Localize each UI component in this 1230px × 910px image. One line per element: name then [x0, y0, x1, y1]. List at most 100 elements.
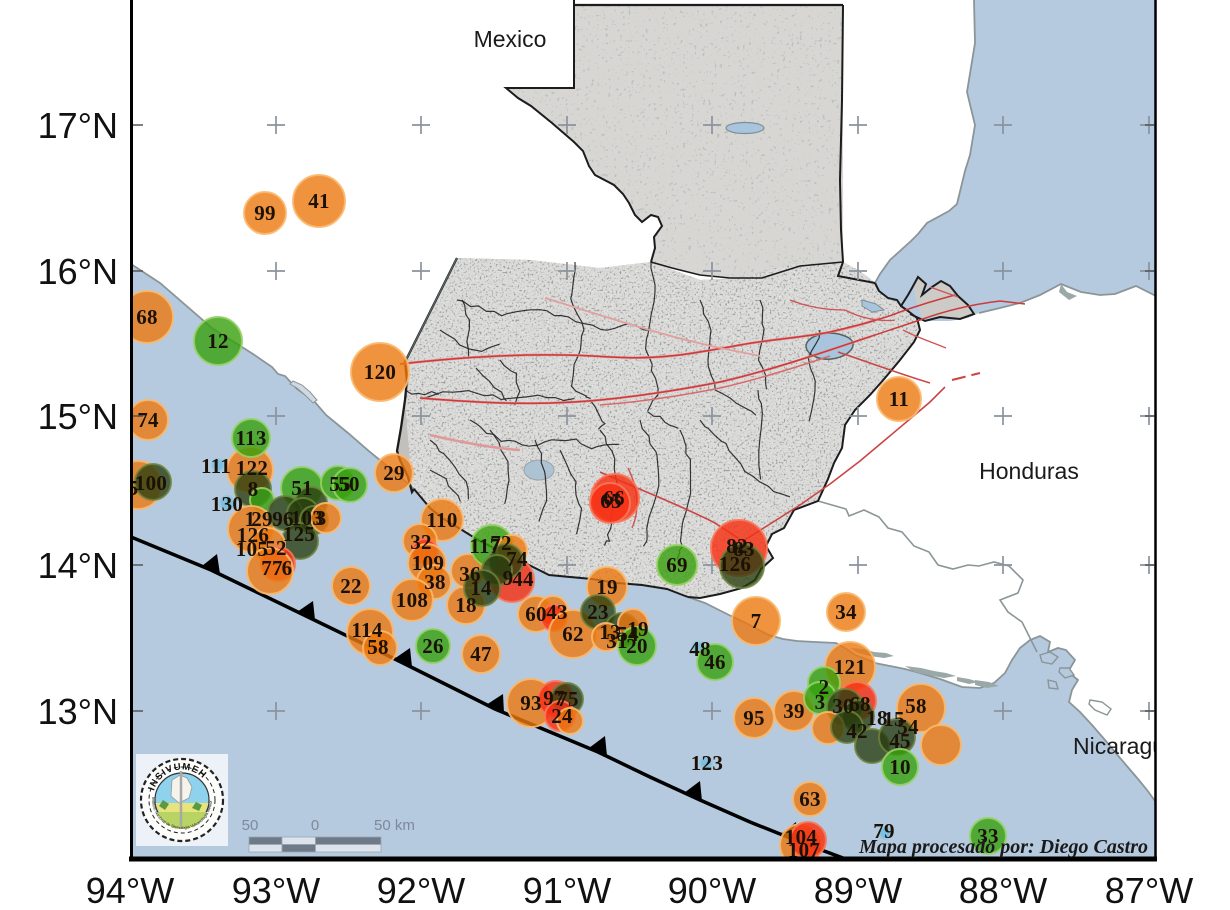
svg-text:65: 65	[600, 489, 622, 513]
svg-text:104: 104	[785, 825, 818, 849]
svg-text:Mapa procesado por: Diego Cast: Mapa procesado por: Diego Castro	[858, 836, 1148, 858]
svg-text:111: 111	[201, 454, 231, 478]
svg-text:117: 117	[469, 534, 500, 558]
svg-text:3: 3	[815, 690, 826, 714]
svg-text:44: 44	[512, 567, 534, 591]
svg-text:109: 109	[412, 551, 444, 575]
svg-text:100: 100	[135, 471, 167, 495]
svg-text:26: 26	[422, 634, 444, 658]
svg-text:14°N: 14°N	[38, 545, 118, 586]
svg-text:90°W: 90°W	[668, 870, 756, 910]
svg-text:54: 54	[897, 715, 919, 739]
svg-text:23: 23	[587, 600, 609, 624]
svg-text:50 km: 50 km	[374, 817, 415, 834]
svg-text:88°W: 88°W	[959, 870, 1047, 910]
svg-text:68: 68	[136, 305, 158, 329]
svg-text:17°N: 17°N	[38, 105, 118, 146]
svg-text:39: 39	[783, 699, 805, 723]
svg-text:63: 63	[799, 787, 821, 811]
svg-text:99: 99	[254, 201, 276, 225]
svg-text:114: 114	[351, 618, 382, 642]
svg-text:113: 113	[235, 426, 266, 450]
svg-text:62: 62	[562, 622, 584, 646]
svg-text:6: 6	[282, 556, 293, 580]
svg-text:9: 9	[503, 566, 514, 590]
svg-text:41: 41	[308, 189, 330, 213]
svg-text:31: 31	[606, 629, 628, 653]
svg-text:48: 48	[689, 637, 711, 661]
svg-text:11: 11	[889, 387, 909, 411]
svg-text:2: 2	[819, 675, 830, 699]
svg-text:32: 32	[410, 530, 432, 554]
svg-text:69: 69	[666, 553, 688, 577]
svg-text:66: 66	[603, 486, 625, 510]
svg-text:15°N: 15°N	[38, 396, 118, 437]
svg-text:58: 58	[367, 635, 389, 659]
svg-text:10: 10	[889, 755, 911, 779]
svg-text:72: 72	[490, 531, 512, 555]
svg-text:14: 14	[470, 576, 492, 600]
svg-text:83: 83	[733, 537, 755, 561]
svg-text:45: 45	[889, 729, 911, 753]
svg-text:77: 77	[261, 556, 283, 580]
svg-text:43: 43	[546, 600, 568, 624]
svg-text:13: 13	[599, 620, 621, 644]
svg-text:96: 96	[272, 507, 294, 531]
svg-text:105: 105	[236, 537, 268, 561]
svg-text:122: 122	[236, 456, 268, 480]
svg-text:108: 108	[396, 588, 428, 612]
svg-text:89°W: 89°W	[814, 870, 902, 910]
svg-text:93°W: 93°W	[232, 870, 320, 910]
svg-text:46: 46	[704, 650, 726, 674]
svg-text:130: 130	[211, 492, 243, 516]
svg-text:Nicaragua: Nicaragua	[1073, 733, 1178, 759]
svg-text:74: 74	[137, 408, 159, 432]
svg-text:94°W: 94°W	[86, 870, 174, 910]
svg-text:50: 50	[338, 472, 360, 496]
svg-text:18: 18	[455, 593, 477, 617]
svg-text:36: 36	[459, 562, 481, 586]
svg-text:47: 47	[470, 642, 492, 666]
svg-text:58: 58	[905, 694, 927, 718]
svg-text:125: 125	[283, 522, 315, 546]
svg-text:1: 1	[245, 507, 256, 531]
svg-text:55: 55	[329, 472, 351, 496]
svg-text:12: 12	[207, 329, 229, 353]
svg-text:92°W: 92°W	[377, 870, 465, 910]
svg-text:68: 68	[849, 692, 871, 716]
svg-text:38: 38	[424, 570, 446, 594]
svg-text:93: 93	[520, 691, 542, 715]
svg-text:29: 29	[383, 461, 405, 485]
svg-text:79: 79	[873, 819, 895, 843]
svg-text:50: 50	[242, 817, 259, 834]
svg-text:60: 60	[525, 602, 547, 626]
svg-text:123: 123	[691, 751, 723, 775]
svg-text:0: 0	[311, 817, 319, 834]
svg-text:126: 126	[237, 523, 269, 547]
svg-text:19: 19	[627, 617, 649, 641]
svg-text:51: 51	[291, 476, 313, 500]
svg-text:24: 24	[551, 704, 573, 728]
svg-text:95: 95	[743, 706, 765, 730]
svg-text:22: 22	[340, 574, 362, 598]
svg-text:29: 29	[251, 507, 273, 531]
svg-text:91°W: 91°W	[523, 870, 611, 910]
svg-text:30: 30	[832, 694, 854, 718]
svg-text:75: 75	[557, 687, 579, 711]
svg-text:107: 107	[788, 838, 820, 862]
svg-text:52: 52	[265, 536, 287, 560]
svg-text:Honduras: Honduras	[979, 458, 1079, 484]
svg-text:121: 121	[834, 655, 866, 679]
svg-text:110: 110	[426, 508, 457, 532]
svg-text:20: 20	[626, 634, 648, 658]
svg-text:97: 97	[543, 686, 565, 710]
svg-text:54: 54	[617, 622, 639, 646]
svg-text:33: 33	[977, 824, 999, 848]
svg-text:Mexico: Mexico	[474, 26, 547, 52]
svg-text:18: 18	[866, 706, 888, 730]
svg-text:16°N: 16°N	[38, 251, 118, 292]
svg-text:13°N: 13°N	[38, 691, 118, 732]
svg-text:34: 34	[835, 600, 857, 624]
svg-text:3: 3	[316, 506, 327, 530]
svg-text:19: 19	[596, 575, 618, 599]
